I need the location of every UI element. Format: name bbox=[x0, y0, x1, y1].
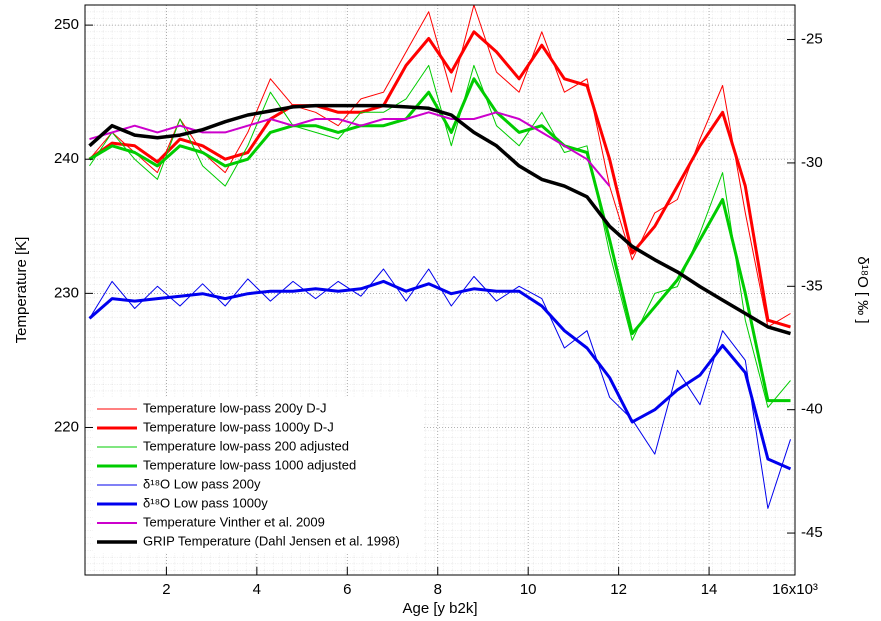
lines bbox=[88, 4, 792, 509]
y-tick-label: 230 bbox=[54, 284, 79, 301]
series-line bbox=[89, 64, 791, 408]
legend-label: δ¹⁸O Low pass 1000y bbox=[143, 495, 268, 510]
series-line bbox=[88, 30, 791, 329]
legend-label: Temperature low-pass 1000 adjusted bbox=[143, 457, 356, 472]
series-line bbox=[88, 279, 792, 471]
y2-tick-label: -35 bbox=[801, 277, 823, 294]
legend-label: Temperature Vinther et al. 2009 bbox=[143, 514, 325, 529]
x-tick-label: 2 bbox=[162, 581, 170, 598]
legend-label: Temperature low-pass 200y D-J bbox=[143, 400, 327, 415]
series-line bbox=[89, 111, 611, 187]
y-axis-title: Temperature [K] bbox=[13, 237, 30, 344]
x-tick-label: 4 bbox=[253, 581, 261, 598]
y2-tick-label: -25 bbox=[801, 31, 823, 48]
x-tick-label: 6 bbox=[343, 581, 351, 598]
y2-tick-label: -30 bbox=[801, 154, 823, 171]
x-tick-label: 14 bbox=[701, 581, 718, 598]
axes: 2 4 6 8 10 12 14 16x10³ 220 230 240 250 -45 -40 -35 -30… bbox=[54, 16, 823, 598]
x-axis-title: Age [y b2k] bbox=[402, 600, 477, 617]
legend-label: GRIP Temperature (Dahl Jensen et al. 199… bbox=[143, 533, 400, 548]
x-tick-label: 10 bbox=[520, 581, 537, 598]
plot-frame bbox=[84, 4, 796, 576]
legend: Temperature low-pass 200y D-J Temperature… bbox=[93, 397, 423, 553]
y2-tick-label: -45 bbox=[801, 524, 823, 541]
series-line bbox=[88, 103, 791, 336]
y-tick-label: 220 bbox=[54, 418, 79, 435]
legend-label: Temperature low-pass 200 adjusted bbox=[143, 438, 349, 453]
y2-axis-title: δ¹⁸O [ ‰ ] bbox=[854, 256, 871, 323]
legend-label: δ¹⁸O Low pass 200y bbox=[143, 476, 261, 491]
y-tick-label: 250 bbox=[54, 16, 79, 33]
x-tick-label: 16x10³ bbox=[772, 581, 818, 598]
x-tick-label: 8 bbox=[434, 581, 442, 598]
legend-label: Temperature low-pass 1000y D-J bbox=[143, 419, 334, 434]
legend-box bbox=[93, 397, 423, 553]
y2-tick-label: -40 bbox=[801, 401, 823, 418]
y-tick-label: 240 bbox=[54, 150, 79, 167]
x-tick-label: 12 bbox=[610, 581, 627, 598]
